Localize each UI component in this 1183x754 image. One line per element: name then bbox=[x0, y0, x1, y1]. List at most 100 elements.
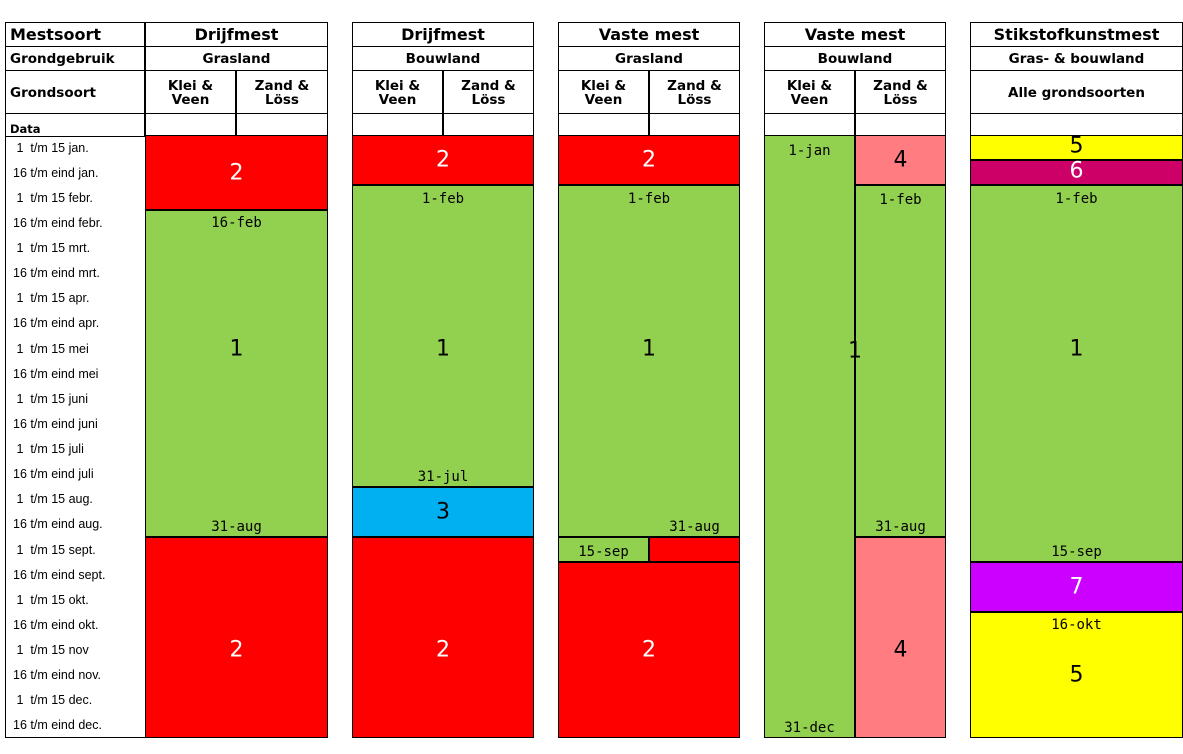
code-label: 2 bbox=[436, 637, 450, 663]
period-label: 1 t/m 15 aug. bbox=[13, 492, 93, 507]
date-label: 31-aug bbox=[669, 518, 720, 535]
code-label: 2 bbox=[642, 147, 656, 173]
period-label: 1 t/m 15 mrt. bbox=[13, 241, 91, 256]
period-block-code-6 bbox=[970, 160, 1183, 186]
code-label: 4 bbox=[893, 637, 908, 663]
period-block-code-3 bbox=[352, 486, 534, 537]
period-label: 16 t/m eind jan. bbox=[13, 165, 99, 180]
column-header-grondsoort: Alle grondsoorten bbox=[970, 70, 1183, 115]
period-label: 16 t/m eind aug. bbox=[13, 517, 103, 532]
column-header-grondsoort: Zand & Löss bbox=[443, 70, 534, 115]
header-label-data: Data bbox=[5, 113, 145, 137]
period-block-code-2 bbox=[145, 135, 328, 211]
period-label: 16 t/m eind juli bbox=[13, 467, 94, 482]
period-block-code-2 bbox=[352, 537, 534, 738]
date-label: 16-okt bbox=[1051, 616, 1102, 633]
date-label: 1-jan bbox=[788, 143, 831, 160]
column-header-grondgebruik: Bouwland bbox=[764, 46, 946, 72]
period-label: 16 t/m eind dec. bbox=[13, 718, 102, 733]
period-block-code-2 bbox=[558, 562, 740, 738]
data-header-cell bbox=[649, 113, 740, 137]
period-label: 1 t/m 15 juni bbox=[13, 391, 89, 406]
period-label: 1 t/m 15 juli bbox=[13, 442, 84, 457]
period-label: 16 t/m eind okt. bbox=[13, 617, 99, 632]
period-label: 16 t/m eind juni bbox=[13, 416, 98, 431]
column-header-mestsoort: Vaste mest bbox=[764, 22, 946, 48]
data-header-cell bbox=[443, 113, 534, 137]
code-label: 3 bbox=[436, 499, 450, 525]
period-label: 1 t/m 15 okt. bbox=[13, 592, 89, 607]
period-label: 16 t/m eind febr. bbox=[13, 215, 103, 230]
column-header-mestsoort: Drijfmest bbox=[352, 22, 534, 48]
period-block-code-1 bbox=[970, 185, 1183, 563]
date-label: 1-feb bbox=[627, 191, 671, 208]
date-label: 15-sep bbox=[578, 544, 629, 561]
period-block-code-2 bbox=[649, 537, 740, 563]
code-label: 1 bbox=[642, 336, 656, 362]
date-label: 16-feb bbox=[211, 214, 262, 231]
period-label: 1 t/m 15 nov bbox=[13, 643, 89, 658]
column-header-grondgebruik: Bouwland bbox=[352, 46, 534, 72]
period-block-code-5 bbox=[970, 135, 1183, 161]
code-label: 1 bbox=[848, 338, 862, 364]
column-header-grondsoort: Klei & Veen bbox=[558, 70, 649, 115]
period-label: 16 t/m eind apr. bbox=[13, 316, 100, 331]
period-block-code-2 bbox=[145, 537, 328, 738]
period-label: 16 t/m eind mei bbox=[13, 366, 99, 381]
period-block-code-1 bbox=[764, 135, 855, 738]
period-block-code-4 bbox=[855, 135, 946, 186]
period-label: 1 t/m 15 mei bbox=[13, 341, 89, 356]
period-label: 16 t/m eind mrt. bbox=[13, 266, 100, 281]
data-header-cell bbox=[558, 113, 649, 137]
header-label-grondgebruik: Grondgebruik bbox=[5, 46, 145, 72]
period-label: 1 t/m 15 febr. bbox=[13, 190, 93, 205]
column-header-grondsoort: Zand & Löss bbox=[236, 70, 328, 115]
code-label: 1 bbox=[1069, 336, 1084, 362]
column-header-grondsoort: Zand & Löss bbox=[855, 70, 946, 115]
code-label: 5 bbox=[1069, 662, 1084, 688]
column-header-grondgebruik: Grasland bbox=[145, 46, 328, 72]
code-label: 2 bbox=[229, 160, 244, 186]
code-label: 2 bbox=[436, 147, 450, 173]
column-header-grondsoort: Klei & Veen bbox=[145, 70, 236, 115]
period-label: 16 t/m eind sept. bbox=[13, 567, 106, 582]
column-header-mestsoort: Stikstofkunstmest bbox=[970, 22, 1183, 48]
period-block-code-1 bbox=[145, 210, 328, 537]
period-block-code-1 bbox=[855, 185, 946, 537]
code-label: 1 bbox=[229, 336, 244, 362]
code-label: 4 bbox=[893, 147, 908, 173]
column-header-grondgebruik: Grasland bbox=[558, 46, 740, 72]
date-label: 1-feb bbox=[1055, 191, 1098, 208]
date-label: 31-aug bbox=[875, 518, 926, 535]
code-label: 7 bbox=[1069, 574, 1084, 600]
code-label: 2 bbox=[642, 637, 656, 663]
column-header-grondsoort: Zand & Löss bbox=[649, 70, 740, 115]
period-block-code-2 bbox=[352, 135, 534, 186]
header-label-mestsoort: Mestsoort bbox=[5, 22, 145, 48]
date-label: 31-jul bbox=[417, 468, 469, 485]
date-label: 1-feb bbox=[879, 192, 922, 209]
data-header-cell bbox=[855, 113, 946, 137]
data-header-cell bbox=[352, 113, 443, 137]
period-block-code-1 bbox=[558, 185, 740, 537]
period-label: 1 t/m 15 sept. bbox=[13, 542, 96, 557]
column-header-grondgebruik: Gras- & bouwland bbox=[970, 46, 1183, 72]
column-header-grondsoort: Klei & Veen bbox=[764, 70, 855, 115]
period-block-code-1 bbox=[352, 185, 534, 487]
date-label: 15-sep bbox=[1051, 544, 1102, 561]
period-label: 1 t/m 15 jan. bbox=[13, 140, 89, 155]
code-label: 2 bbox=[229, 637, 244, 663]
column-header-mestsoort: Vaste mest bbox=[558, 22, 740, 48]
column-header-mestsoort: Drijfmest bbox=[145, 22, 328, 48]
period-label: 16 t/m eind nov. bbox=[13, 668, 102, 683]
date-label: 31-aug bbox=[211, 518, 262, 535]
date-label: 31-dec bbox=[784, 719, 835, 736]
period-label: 1 t/m 15 apr. bbox=[13, 291, 90, 306]
date-label: 1-feb bbox=[421, 191, 465, 208]
data-header-cell bbox=[764, 113, 855, 137]
period-block-code-5 bbox=[970, 612, 1183, 738]
column-header-grondsoort: Klei & Veen bbox=[352, 70, 443, 115]
period-block-code-4 bbox=[855, 537, 946, 738]
code-label: 1 bbox=[436, 336, 450, 362]
period-label-column bbox=[5, 135, 145, 738]
